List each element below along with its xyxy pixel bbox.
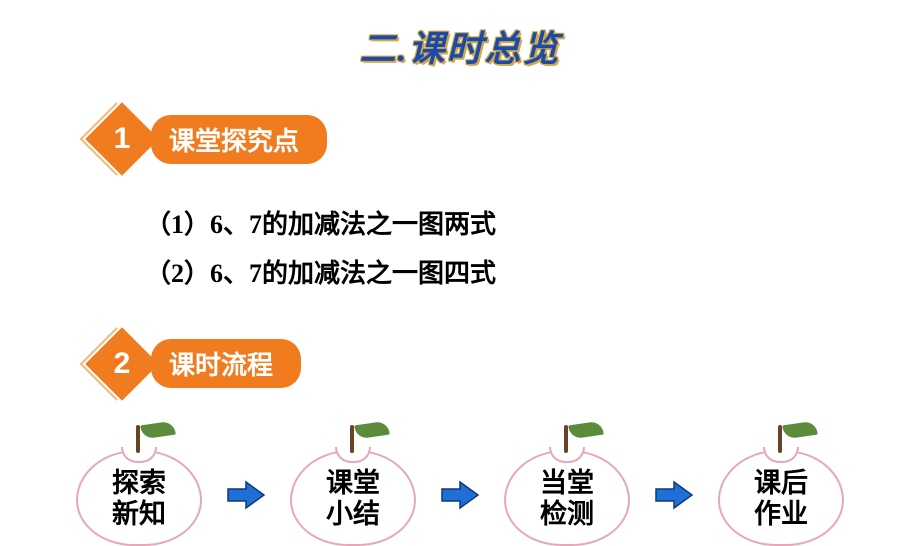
flow-node-2: 课堂小结 (278, 421, 428, 546)
section-2: 2 课时流程 (85, 327, 920, 401)
flow-node-label: 探索新知 (64, 468, 214, 530)
arrow-icon (224, 477, 268, 513)
fruit-stem (350, 425, 354, 453)
flow-node-label: 课后作业 (706, 468, 856, 530)
leaf-icon (354, 420, 390, 439)
section-1: 1 课堂探究点 (85, 102, 920, 176)
diamond-badge-1: 1 (85, 102, 159, 176)
flow-node-1: 探索新知 (64, 421, 214, 546)
page-title: 二.课时总览 (0, 0, 920, 72)
diamond-badge-2: 2 (85, 327, 159, 401)
section-label-1: 课堂探究点 (151, 115, 327, 164)
flow-node-4: 课后作业 (706, 421, 856, 546)
fruit-stem (564, 425, 568, 453)
arrow-icon (438, 477, 482, 513)
bullet-item: （2）6、7的加减法之一图四式 (145, 249, 920, 298)
flow-node-label: 课堂小结 (278, 468, 428, 530)
flow-row: 探索新知 课堂小结 当堂检测 课后作业 (0, 421, 920, 546)
leaf-icon (782, 420, 818, 439)
flow-node-label: 当堂检测 (492, 468, 642, 530)
bullet-item: （1）6、7的加减法之一图两式 (145, 200, 920, 249)
section-label-2: 课时流程 (151, 339, 301, 388)
bullet-list: （1）6、7的加减法之一图两式 （2）6、7的加减法之一图四式 (145, 200, 920, 299)
arrow-icon (652, 477, 696, 513)
leaf-icon (568, 420, 604, 439)
diamond-number: 1 (85, 102, 159, 176)
fruit-stem (778, 425, 782, 453)
diamond-number: 2 (85, 327, 159, 401)
flow-node-3: 当堂检测 (492, 421, 642, 546)
leaf-icon (140, 420, 176, 439)
fruit-stem (136, 425, 140, 453)
